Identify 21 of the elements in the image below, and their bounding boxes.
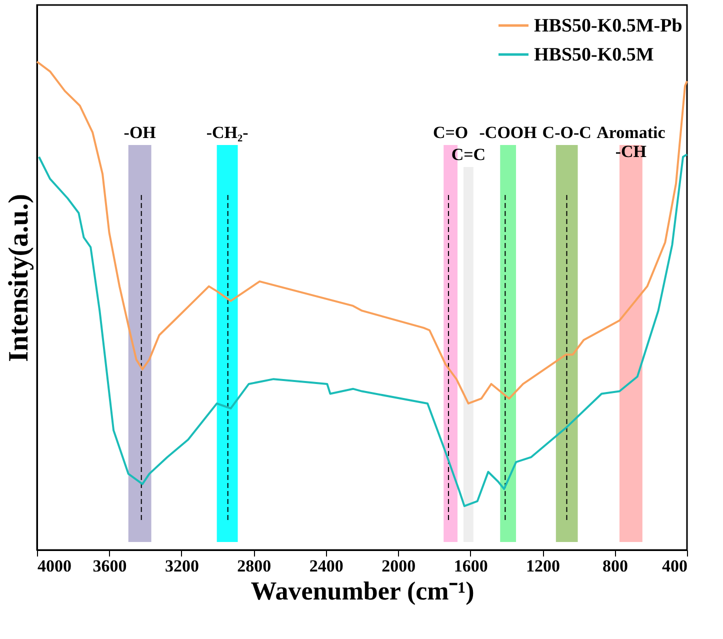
x-tick-label: 3600 — [92, 556, 127, 576]
x-tick-label: 4000 — [38, 556, 72, 576]
band-label: -COOH — [479, 123, 537, 142]
x-tick-label: 2800 — [237, 556, 272, 576]
band-label: -OH — [124, 123, 156, 142]
band-label: C-O-C — [542, 123, 592, 142]
band-label: Aromatic -CH — [596, 123, 666, 161]
x-tick-label: 1600 — [454, 556, 488, 576]
legend-label: HBS50-K0.5M-Pb — [534, 16, 682, 36]
band-label: C=O — [432, 123, 468, 142]
band-label: -CH₂- — [206, 123, 249, 142]
x-tick-label: 2000 — [382, 556, 416, 576]
x-tick-label: 3200 — [164, 556, 199, 576]
y-axis-title: Intensity(a.u.) — [4, 194, 34, 362]
x-tick-label: 800 — [602, 556, 628, 576]
x-axis-title: Wavenumber (cm⁻¹) — [250, 576, 474, 606]
x-tick-label: 2400 — [309, 556, 344, 576]
x-tick-label: 400 — [662, 556, 688, 576]
band-label: C=C — [451, 145, 486, 164]
legend-label: HBS50-K0.5M — [534, 44, 654, 66]
x-tick-label: 1200 — [526, 556, 560, 576]
